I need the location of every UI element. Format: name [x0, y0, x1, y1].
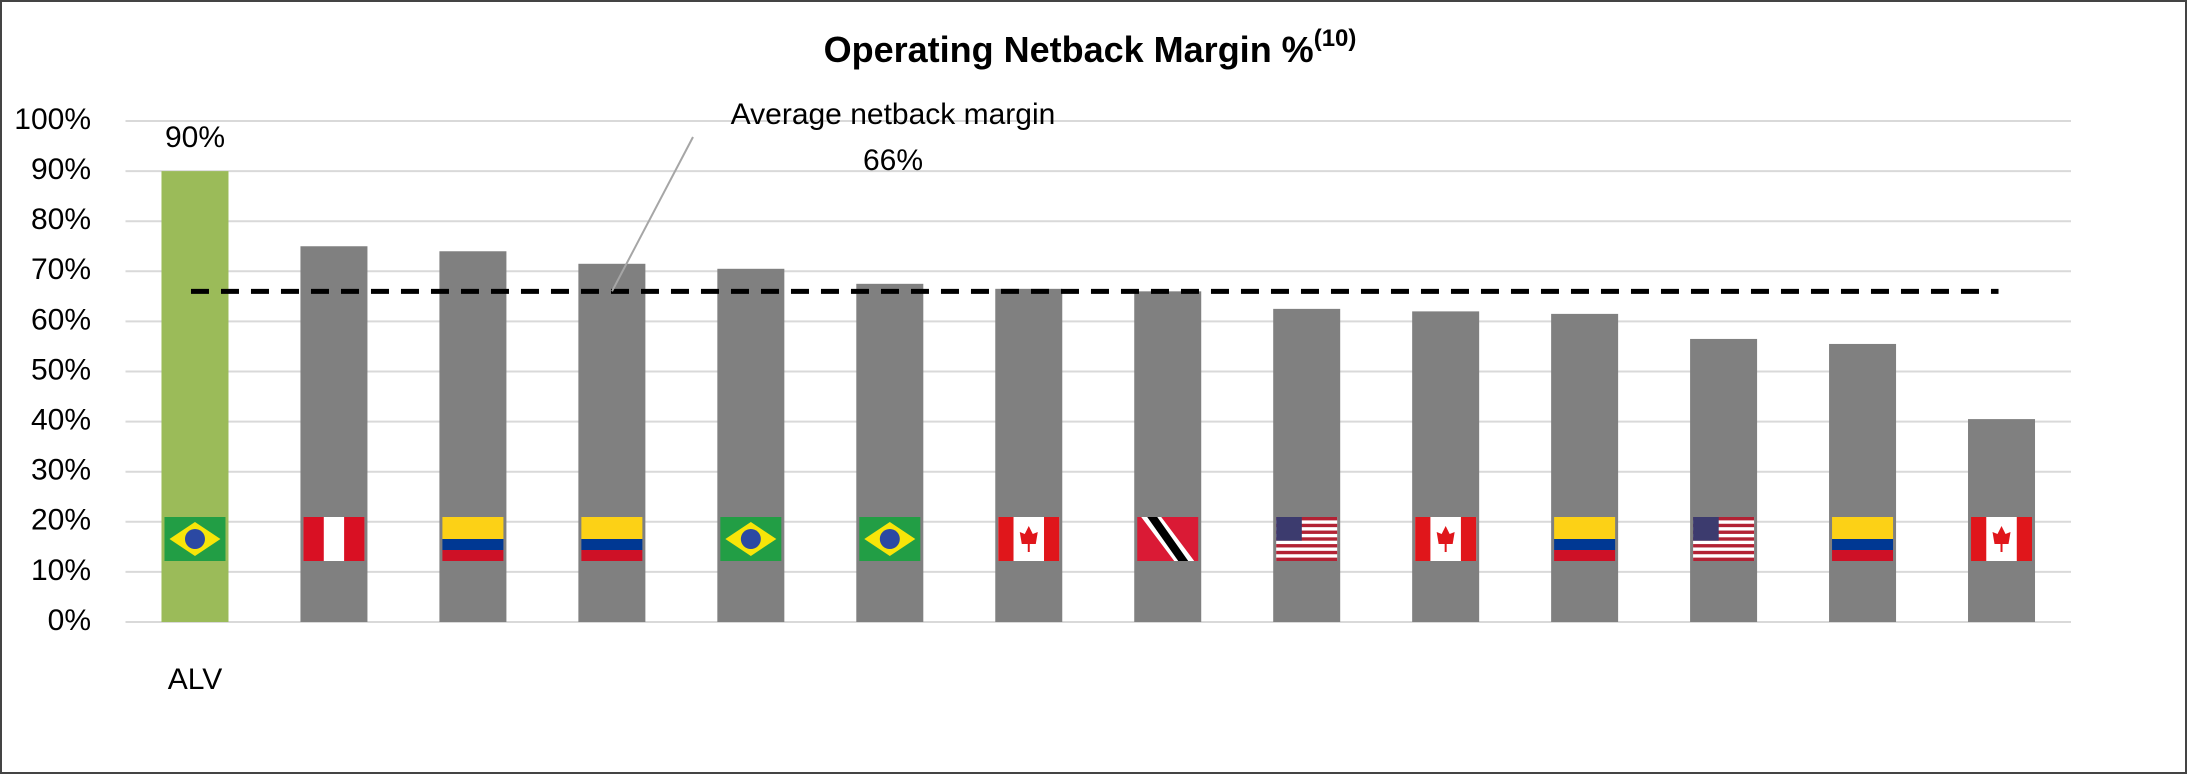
flag-part	[344, 517, 365, 561]
y-tick-label: 80%	[31, 203, 91, 236]
y-tick-label: 10%	[31, 554, 91, 587]
flag-part	[1832, 539, 1894, 550]
flag-part	[1276, 550, 1338, 555]
flag-part	[1693, 530, 1755, 534]
flag-part	[1436, 526, 1455, 552]
bar	[1273, 308, 1341, 622]
flag-part	[1276, 530, 1338, 534]
flag-icon	[1554, 517, 1616, 561]
bar	[578, 263, 646, 622]
flag-part	[442, 539, 504, 550]
y-tick-label: 30%	[31, 454, 91, 487]
flag-part	[1019, 526, 1038, 552]
bar	[1829, 343, 1897, 622]
bar	[717, 268, 785, 622]
flag-part	[581, 539, 643, 550]
flag-icon	[164, 517, 226, 561]
y-tick-label: 40%	[31, 404, 91, 437]
chart-title: Operating Netback Margin %(10)	[824, 25, 1357, 69]
y-tick-label: 90%	[31, 153, 91, 186]
data-label: 90%	[165, 121, 225, 154]
title-superscript: (10)	[1314, 25, 1357, 52]
leader-line	[611, 136, 694, 292]
flag-part	[1147, 517, 1189, 561]
bar	[1690, 338, 1758, 622]
bar	[995, 288, 1063, 622]
flag-part	[1554, 539, 1616, 550]
flag-icon	[720, 517, 782, 561]
flag-part	[1693, 557, 1755, 561]
flag-part	[1693, 517, 1755, 521]
bar	[856, 283, 924, 622]
flag-part	[1276, 523, 1338, 528]
flag-icon	[581, 517, 643, 561]
flag-part	[1415, 517, 1431, 561]
y-tick-label: 100%	[14, 103, 91, 136]
flag-part	[1276, 517, 1302, 541]
bar	[1134, 291, 1202, 622]
flag-icon	[303, 517, 365, 561]
flag-icon	[1971, 517, 2033, 561]
flag-part	[1992, 526, 2011, 552]
flag-part	[1693, 523, 1755, 528]
flag-part	[879, 529, 900, 549]
flag-part	[1832, 517, 1894, 539]
flag-part	[998, 517, 1014, 561]
flag-icon	[1832, 517, 1894, 561]
flag-icon	[1276, 517, 1338, 561]
flag-part	[1276, 557, 1338, 561]
flag-part	[1693, 550, 1755, 555]
flag-part	[1276, 544, 1338, 548]
flag-part	[2016, 517, 2033, 561]
flag-part	[184, 529, 205, 549]
flag-part	[1460, 517, 1477, 561]
flag-icon	[998, 517, 1060, 561]
flag-part	[1276, 517, 1338, 521]
flag-icon	[442, 517, 504, 561]
flag-part	[1554, 517, 1616, 539]
bar	[1412, 311, 1480, 622]
flag-part	[1693, 537, 1755, 541]
y-tick-label: 20%	[31, 504, 91, 537]
flag-part	[1044, 517, 1060, 561]
x-tick-label: ALV	[168, 663, 222, 696]
y-tick-label: 70%	[31, 253, 91, 286]
flag-icon	[1137, 517, 1199, 561]
y-tick-label: 50%	[31, 353, 91, 386]
flag-part	[1971, 517, 1987, 561]
annotation: Average netback margin	[731, 98, 1056, 131]
flag-part	[1832, 550, 1894, 561]
title-main: Operating Netback Margin %	[824, 29, 1314, 70]
flag-part	[1276, 537, 1338, 541]
flag-part	[442, 517, 504, 539]
annotation-value: 66%	[863, 144, 923, 177]
bar	[1551, 313, 1619, 622]
flag-part	[581, 517, 643, 539]
flag-icon	[1693, 517, 1755, 561]
flag-icon	[859, 517, 921, 561]
y-tick-label: 0%	[48, 604, 91, 637]
flag-part	[740, 529, 761, 549]
bar	[439, 251, 507, 622]
flag-part	[1554, 550, 1616, 561]
flag-part	[581, 550, 643, 561]
flag-icon	[1415, 517, 1477, 561]
flag-part	[1693, 517, 1719, 541]
flag-part	[442, 550, 504, 561]
bar	[300, 246, 368, 622]
flag-part	[303, 517, 324, 561]
flag-part	[1693, 544, 1755, 548]
y-tick-label: 60%	[31, 303, 91, 336]
